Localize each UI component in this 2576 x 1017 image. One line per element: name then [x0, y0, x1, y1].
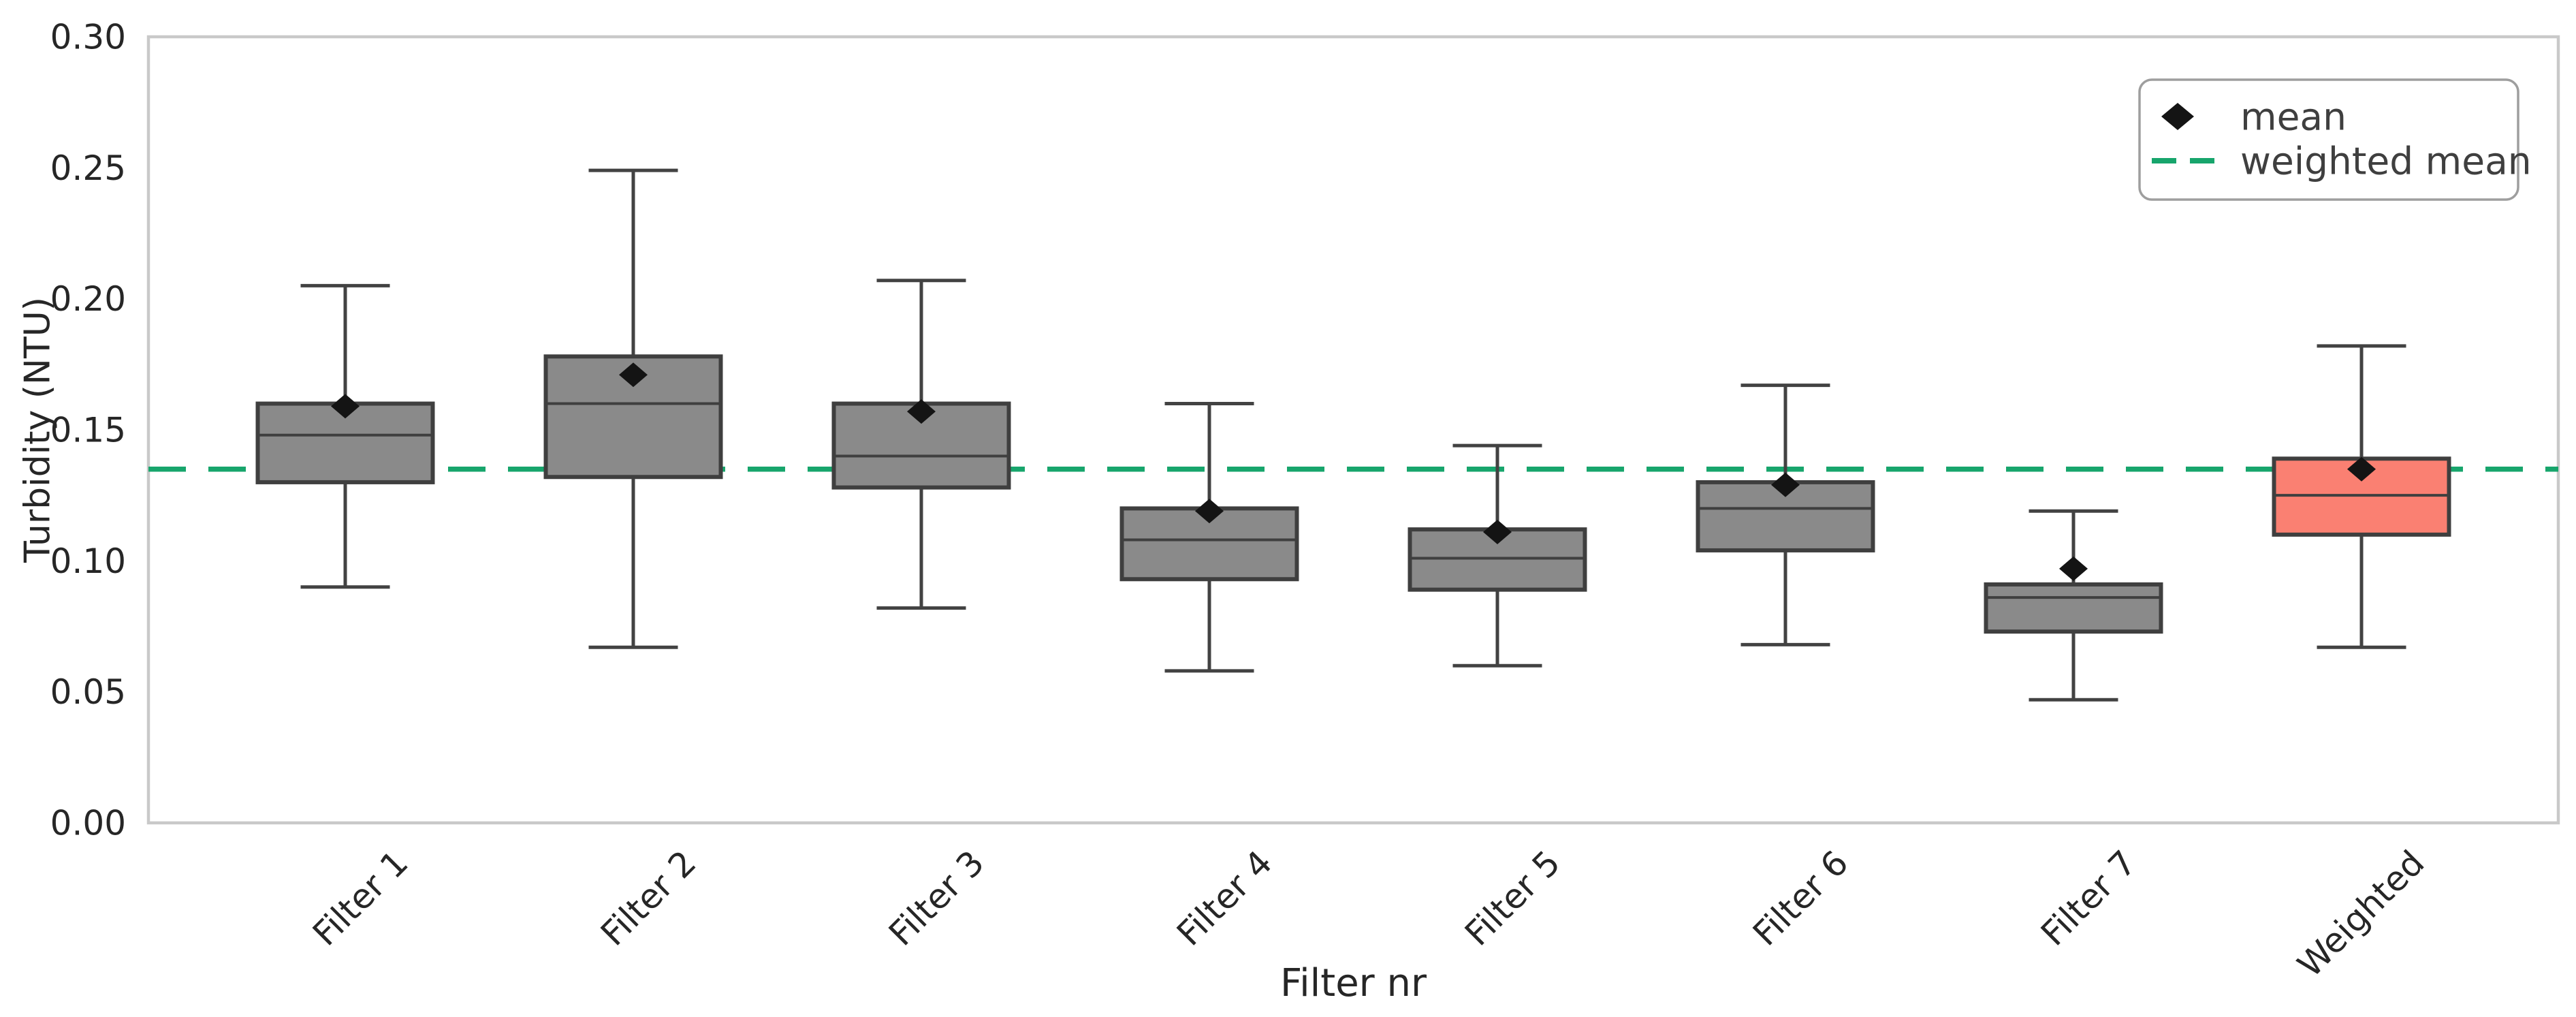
legend-mean-label: mean [2240, 95, 2347, 138]
plot-border [146, 35, 2560, 825]
x-tick-label: Filter 4 [1169, 843, 1279, 953]
y-tick-label: 0.20 [50, 279, 126, 319]
legend-mean-marker-diamond [2161, 103, 2194, 130]
mean-marker-diamond [619, 362, 648, 388]
mean-marker-diamond [2059, 556, 2088, 581]
box-group-filter-1 [255, 283, 435, 589]
mean-marker-diamond [1771, 472, 1800, 497]
box-group-filter-3 [831, 279, 1011, 610]
box-group-filter-4 [1119, 402, 1299, 673]
mean-marker-diamond [331, 394, 360, 419]
mean-marker-diamond [907, 399, 936, 424]
x-tick-label: Filter 5 [1457, 843, 1568, 953]
y-tick-label: 0.30 [50, 18, 126, 57]
mean-marker-diamond [1483, 520, 1512, 545]
box-group-filter-2 [543, 168, 723, 649]
mean-marker-diamond [1195, 499, 1224, 524]
x-axis: Filter 1 Filter 2 Filter 3 Filter 4 Filter 5… [305, 843, 2432, 1005]
x-tick-label: Filter 3 [881, 843, 991, 953]
x-tick-label: Filter 6 [1745, 843, 1856, 953]
y-tick-label: 0.05 [50, 672, 126, 712]
x-axis-title: Filter nr [1280, 961, 1427, 1005]
box-group-weighted [2272, 344, 2451, 649]
y-tick-label: 0.10 [50, 542, 126, 581]
y-tick-label: 0.25 [50, 148, 126, 188]
legend-box [2138, 78, 2519, 201]
x-tick-label: Filter 2 [593, 843, 703, 953]
mean-marker-diamond [2347, 456, 2376, 482]
box-group-filter-7 [1984, 509, 2163, 702]
box-rect [1984, 582, 2163, 634]
x-tick-label: Filter 7 [2033, 843, 2144, 953]
x-tick-label: Filter 1 [305, 843, 415, 953]
y-axis-title: Turbidity (NTU) [18, 297, 59, 563]
y-tick-label: 0.00 [50, 804, 126, 843]
x-tick-label: Weighted [2290, 843, 2432, 984]
box-group-filter-5 [1408, 443, 1587, 668]
y-axis: 0.00 0.05 0.10 0.15 0.20 0.25 0.30 Turbidity (N… [18, 18, 126, 843]
legend-weighted-mean-label: weighted mean [2240, 139, 2532, 183]
box-group-filter-6 [1696, 384, 1875, 646]
y-tick-label: 0.15 [50, 411, 126, 450]
